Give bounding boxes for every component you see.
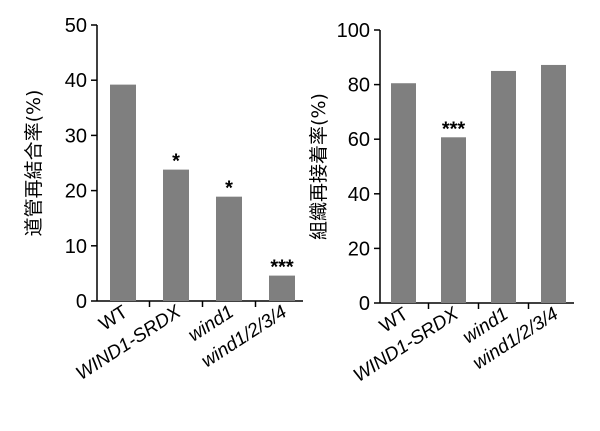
y-tick-label-1-4: 40 [65,70,87,92]
significance-mark-1-3: * [225,178,233,200]
y-tick-label-1-3: 30 [65,125,87,147]
y-tick-label-2-1: 20 [348,238,370,260]
significance-mark-1-4: *** [270,257,294,279]
category-label-1-1: WT [96,301,133,335]
y-tick-label-1-1: 10 [65,236,87,258]
significance-mark-1-2: * [172,151,180,173]
y-tick-label-1-5: 50 [65,15,87,37]
y-axis-label-2: 組織再接着率(%) [308,93,330,240]
y-tick-label-2-4: 80 [348,75,370,97]
y-tick-label-2-0: 0 [359,293,370,315]
bar-1-2 [163,169,189,301]
bar-1-1 [110,84,136,301]
bar-1-4 [269,275,295,301]
y-tick-label-2-5: 100 [337,20,370,42]
y-tick-label-1-2: 20 [65,181,87,203]
y-axis-label-1: 道管再結合率(%) [23,90,45,237]
bar-2-2 [441,137,466,303]
category-label-1-2: WIND1-SRDX [72,301,185,385]
bar-2-3 [491,70,516,303]
significance-mark-2-2: *** [442,118,466,140]
bar-1-3 [216,196,242,301]
y-tick-label-2-2: 40 [348,184,370,206]
y-tick-label-2-3: 60 [348,129,370,151]
bar-2-4 [541,64,566,303]
bar-2-1 [391,83,416,303]
y-tick-label-1-0: 0 [76,291,87,313]
